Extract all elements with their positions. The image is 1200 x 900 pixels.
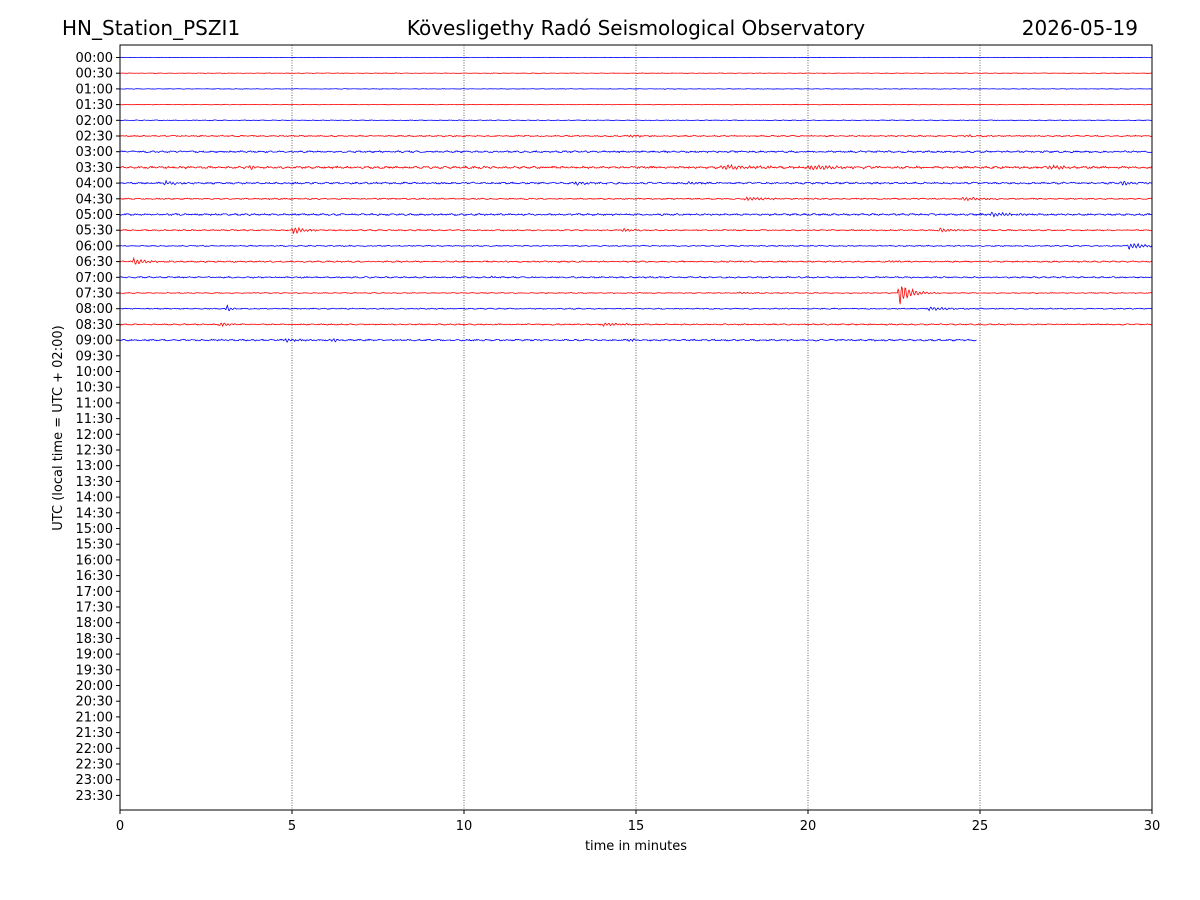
y-tick-label: 21:30 bbox=[76, 726, 113, 741]
y-tick-label: 09:00 bbox=[76, 334, 113, 349]
x-tick-label: 30 bbox=[1144, 819, 1161, 834]
trace-0830 bbox=[119, 322, 1153, 328]
y-tick-label: 12:00 bbox=[76, 428, 113, 443]
y-tick-label: 01:00 bbox=[76, 82, 113, 97]
y-tick-label: 07:30 bbox=[76, 287, 113, 302]
y-tick-label: 00:00 bbox=[76, 51, 113, 66]
y-tick-label: 09:30 bbox=[76, 349, 113, 364]
y-axis-ticks: 00:0000:3001:0001:3002:0002:3003:0003:30… bbox=[76, 51, 120, 804]
y-tick-label: 00:30 bbox=[76, 67, 113, 82]
plot-frame bbox=[119, 44, 1153, 811]
chart-date: 2026-05-19 bbox=[1021, 16, 1138, 40]
chart-title: Kövesligethy Radó Seismological Observat… bbox=[406, 16, 866, 40]
y-tick-label: 20:30 bbox=[76, 695, 113, 710]
y-tick-label: 18:30 bbox=[76, 632, 113, 647]
y-tick-label: 12:30 bbox=[76, 444, 113, 459]
y-tick-label: 02:30 bbox=[76, 130, 113, 145]
x-axis-label: time in minutes bbox=[585, 839, 687, 854]
y-tick-label: 06:30 bbox=[76, 255, 113, 270]
y-tick-label: 23:30 bbox=[76, 789, 113, 804]
x-tick-label: 25 bbox=[972, 819, 989, 834]
x-tick-label: 5 bbox=[288, 819, 296, 834]
y-tick-label: 10:30 bbox=[76, 381, 113, 396]
seismogram-traces bbox=[119, 56, 1153, 343]
y-tick-label: 16:00 bbox=[76, 553, 113, 568]
y-tick-label: 17:30 bbox=[76, 601, 113, 616]
x-tick-label: 0 bbox=[116, 819, 124, 834]
trace-0130 bbox=[119, 103, 1153, 106]
y-tick-label: 19:00 bbox=[76, 648, 113, 663]
y-tick-label: 03:00 bbox=[76, 145, 113, 160]
trace-0400 bbox=[119, 179, 1153, 186]
trace-0600 bbox=[119, 242, 1153, 251]
y-tick-label: 14:00 bbox=[76, 491, 113, 506]
y-axis-label: UTC (local time = UTC + 02:00) bbox=[51, 325, 66, 530]
y-tick-label: 13:00 bbox=[76, 459, 113, 474]
y-tick-label: 17:00 bbox=[76, 585, 113, 600]
trace-0800 bbox=[119, 304, 1153, 312]
y-tick-label: 08:30 bbox=[76, 318, 113, 333]
y-tick-label: 06:00 bbox=[76, 239, 113, 254]
y-tick-label: 14:30 bbox=[76, 506, 113, 521]
x-axis-ticks: 0 5 10 15 20 25 30 bbox=[116, 810, 1160, 834]
trace-0530 bbox=[119, 226, 1153, 234]
trace-0700 bbox=[119, 275, 1153, 279]
y-tick-label: 08:00 bbox=[76, 302, 113, 317]
y-tick-label: 15:00 bbox=[76, 522, 113, 537]
station-name: HN_Station_PSZI1 bbox=[62, 16, 241, 40]
y-tick-label: 10:00 bbox=[76, 365, 113, 380]
y-tick-label: 16:30 bbox=[76, 569, 113, 584]
trace-0100 bbox=[119, 88, 1153, 90]
trace-0030 bbox=[119, 72, 1153, 74]
y-tick-label: 20:00 bbox=[76, 679, 113, 694]
y-tick-label: 04:30 bbox=[76, 192, 113, 207]
y-tick-label: 13:30 bbox=[76, 475, 113, 490]
y-tick-label: 05:00 bbox=[76, 208, 113, 223]
y-tick-label: 22:00 bbox=[76, 742, 113, 757]
x-tick-label: 15 bbox=[628, 819, 645, 834]
trace-0730 bbox=[119, 286, 1153, 305]
y-tick-label: 01:30 bbox=[76, 98, 113, 113]
y-tick-label: 04:00 bbox=[76, 177, 113, 192]
y-tick-label: 22:30 bbox=[76, 758, 113, 773]
trace-0900 bbox=[119, 337, 977, 343]
y-tick-label: 11:30 bbox=[76, 412, 113, 427]
y-tick-label: 11:00 bbox=[76, 396, 113, 411]
trace-0200 bbox=[119, 119, 1153, 122]
x-tick-label: 10 bbox=[456, 819, 473, 834]
y-tick-label: 23:00 bbox=[76, 773, 113, 788]
y-tick-label: 19:30 bbox=[76, 663, 113, 678]
trace-0630 bbox=[119, 256, 1153, 265]
x-tick-label: 20 bbox=[800, 819, 817, 834]
y-tick-label: 18:00 bbox=[76, 616, 113, 631]
y-tick-label: 07:00 bbox=[76, 271, 113, 286]
trace-0230 bbox=[119, 134, 1153, 138]
y-tick-label: 15:30 bbox=[76, 538, 113, 553]
y-tick-label: 02:00 bbox=[76, 114, 113, 129]
grid-lines bbox=[291, 45, 981, 810]
trace-0430 bbox=[119, 196, 1153, 202]
y-tick-label: 03:30 bbox=[76, 161, 113, 176]
trace-0500 bbox=[119, 211, 1153, 218]
trace-0330 bbox=[119, 163, 1153, 171]
y-tick-label: 05:30 bbox=[76, 224, 113, 239]
trace-0300 bbox=[119, 149, 1153, 154]
y-tick-label: 21:00 bbox=[76, 710, 113, 725]
